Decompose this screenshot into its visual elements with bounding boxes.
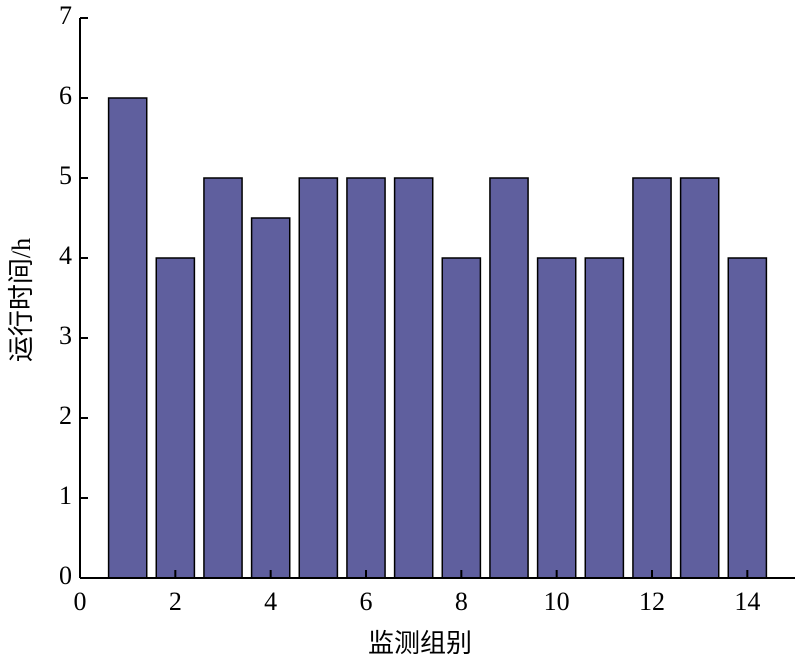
bar bbox=[489, 177, 529, 579]
bar bbox=[632, 177, 672, 579]
y-tick-label: 0 bbox=[59, 561, 72, 590]
y-tick-label: 2 bbox=[59, 401, 72, 430]
y-tick-label: 3 bbox=[59, 321, 72, 350]
x-tick-label: 6 bbox=[360, 587, 373, 616]
bar bbox=[155, 257, 196, 579]
bar bbox=[441, 257, 482, 579]
x-tick-label: 10 bbox=[544, 587, 570, 616]
bar bbox=[584, 257, 625, 579]
x-tick-label: 0 bbox=[74, 587, 87, 616]
bar bbox=[298, 177, 339, 579]
bar bbox=[107, 97, 148, 579]
y-tick-label: 6 bbox=[59, 81, 72, 110]
bar bbox=[393, 177, 434, 579]
bar bbox=[346, 177, 386, 579]
x-tick-label: 4 bbox=[264, 587, 277, 616]
y-axis-label: 运行时间/h bbox=[7, 238, 36, 362]
bar bbox=[536, 257, 577, 579]
bar bbox=[203, 177, 243, 579]
x-tick-label: 2 bbox=[169, 587, 182, 616]
y-tick-label: 7 bbox=[59, 1, 72, 30]
x-axis-label: 监测组别 bbox=[368, 629, 472, 658]
x-tick-label: 14 bbox=[734, 587, 760, 616]
bar bbox=[727, 257, 768, 579]
bar bbox=[679, 177, 720, 579]
y-tick-label: 4 bbox=[59, 241, 72, 270]
y-tick-label: 5 bbox=[59, 161, 72, 190]
bar bbox=[250, 217, 291, 579]
x-tick-label: 12 bbox=[639, 587, 665, 616]
y-tick-label: 1 bbox=[59, 481, 72, 510]
x-tick-label: 8 bbox=[455, 587, 468, 616]
